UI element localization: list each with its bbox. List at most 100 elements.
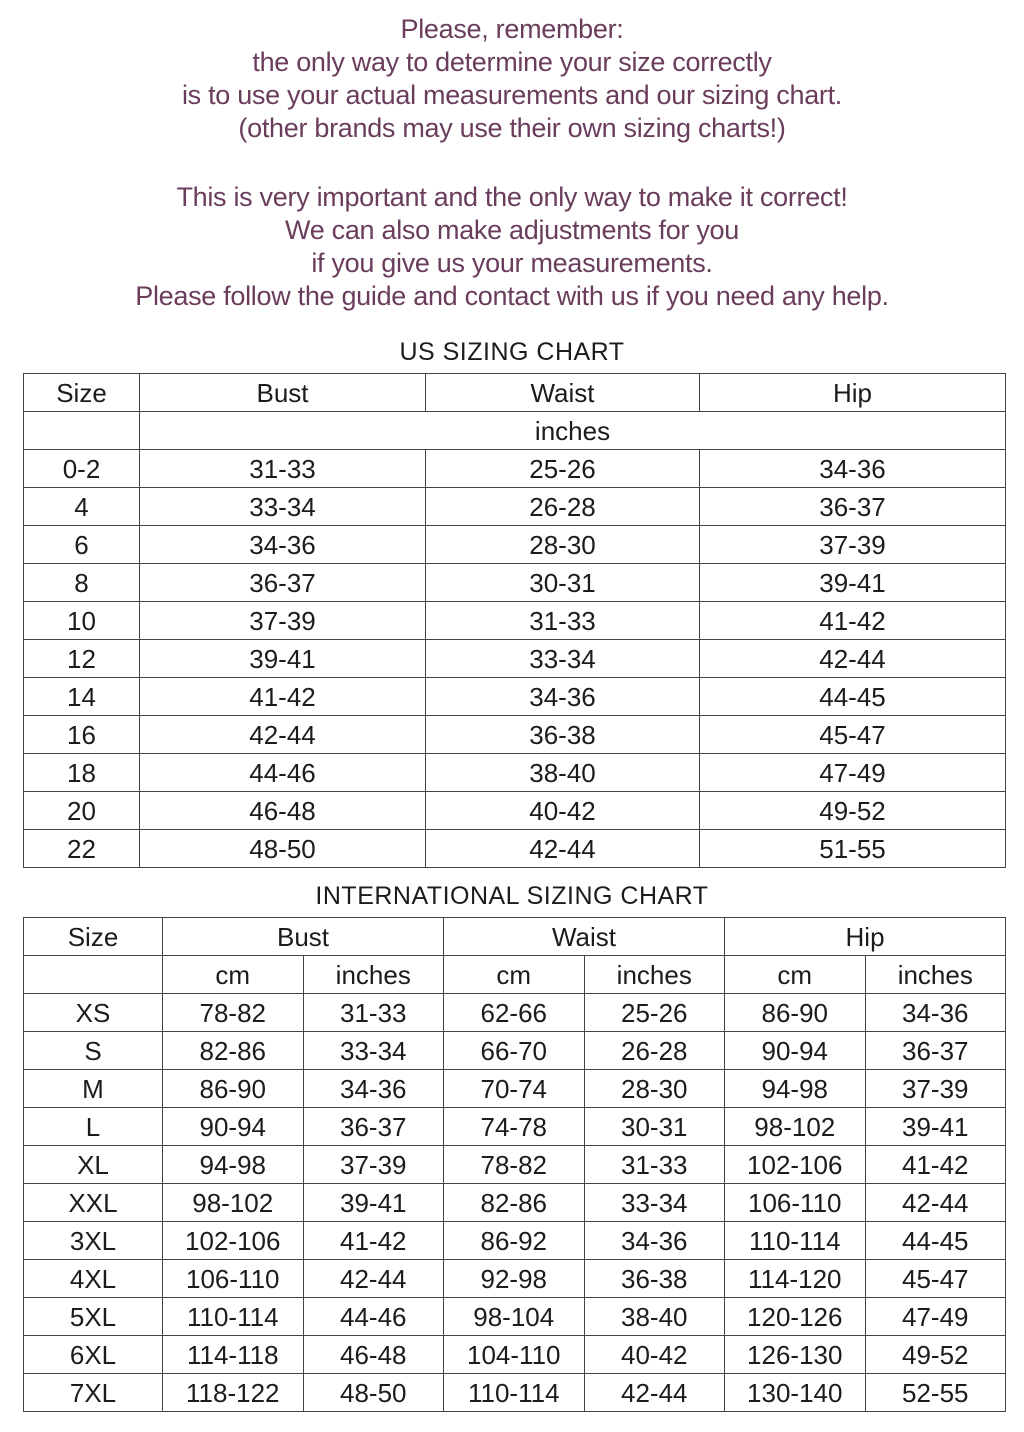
- size-cell: 18: [23, 753, 140, 792]
- measurement-cell: 31-33: [425, 601, 700, 640]
- measurement-cell: 106-110: [724, 1183, 866, 1222]
- measurement-cell: 48-50: [139, 829, 426, 868]
- measurement-cell: 74-78: [443, 1107, 585, 1146]
- intro-line: if you give us your measurements.: [311, 248, 713, 278]
- measurement-cell: 82-86: [162, 1031, 304, 1070]
- table-row: 22 48-50 42-44 51-55: [23, 829, 1006, 868]
- measurement-cell: 102-106: [162, 1221, 304, 1260]
- measurement-cell: 38-40: [425, 753, 700, 792]
- unit-cell: inches: [139, 411, 1006, 450]
- header-row: Size Bust Waist Hip: [23, 917, 1007, 956]
- unit-row: cm inches cm inches cm inches: [23, 955, 1007, 994]
- measurement-cell: 40-42: [425, 791, 700, 830]
- unit-cell: inches: [302, 955, 444, 994]
- size-cell: 4: [23, 487, 140, 526]
- measurement-cell: 36-37: [302, 1107, 444, 1146]
- measurement-cell: 94-98: [724, 1069, 866, 1108]
- measurement-cell: 41-42: [139, 677, 426, 716]
- intro-line: We can also make adjustments for you: [285, 215, 739, 245]
- international-sizing-table: Size Bust Waist Hip cm inches cm inches …: [23, 917, 1007, 1412]
- table-row: 18 44-46 38-40 47-49: [23, 753, 1006, 792]
- size-cell: 7XL: [23, 1373, 163, 1412]
- measurement-cell: 37-39: [302, 1145, 444, 1184]
- measurement-cell: 26-28: [425, 487, 700, 526]
- measurement-cell: 52-55: [864, 1373, 1007, 1412]
- intro-line: the only way to determine your size corr…: [252, 47, 772, 77]
- intro-paragraph-2: This is very important and the only way …: [0, 181, 1024, 313]
- measurement-cell: 114-120: [724, 1259, 866, 1298]
- table-row: XS 78-82 31-33 62-66 25-26 86-90 34-36: [23, 993, 1007, 1032]
- intro-line: Please, remember:: [400, 14, 624, 44]
- table-row: XL 94-98 37-39 78-82 31-33 102-106 41-42: [23, 1145, 1007, 1184]
- measurement-cell: 70-74: [443, 1069, 585, 1108]
- column-header-bust: Bust: [139, 373, 426, 412]
- measurement-cell: 49-52: [699, 791, 1006, 830]
- measurement-cell: 104-110: [443, 1335, 585, 1374]
- measurement-cell: 44-46: [139, 753, 426, 792]
- size-cell: 4XL: [23, 1259, 163, 1298]
- size-cell: M: [23, 1069, 163, 1108]
- measurement-cell: 36-37: [864, 1031, 1007, 1070]
- size-cell: XS: [23, 993, 163, 1032]
- measurement-cell: 34-36: [302, 1069, 444, 1108]
- measurement-cell: 86-90: [162, 1069, 304, 1108]
- measurement-cell: 39-41: [302, 1183, 444, 1222]
- measurement-cell: 92-98: [443, 1259, 585, 1298]
- measurement-cell: 110-114: [443, 1373, 585, 1412]
- measurement-cell: 45-47: [864, 1259, 1007, 1298]
- column-header-bust: Bust: [162, 917, 444, 956]
- size-cell: 12: [23, 639, 140, 678]
- size-cell: 6XL: [23, 1335, 163, 1374]
- size-cell: L: [23, 1107, 163, 1146]
- measurement-cell: 26-28: [583, 1031, 726, 1070]
- measurement-cell: 82-86: [443, 1183, 585, 1222]
- measurement-cell: 36-38: [425, 715, 700, 754]
- empty-cell: [23, 411, 140, 450]
- measurement-cell: 78-82: [443, 1145, 585, 1184]
- table-row: 3XL 102-106 41-42 86-92 34-36 110-114 44-45: [23, 1221, 1007, 1260]
- table-row: L 90-94 36-37 74-78 30-31 98-102 39-41: [23, 1107, 1007, 1146]
- measurement-cell: 62-66: [443, 993, 585, 1032]
- measurement-cell: 37-39: [699, 525, 1006, 564]
- measurement-cell: 110-114: [724, 1221, 866, 1260]
- column-header-hip: Hip: [724, 917, 1007, 956]
- measurement-cell: 39-41: [864, 1107, 1007, 1146]
- measurement-cell: 37-39: [864, 1069, 1007, 1108]
- measurement-cell: 120-126: [724, 1297, 866, 1336]
- unit-cell: cm: [162, 955, 304, 994]
- table-row: 16 42-44 36-38 45-47: [23, 715, 1006, 754]
- measurement-cell: 30-31: [425, 563, 700, 602]
- measurement-cell: 44-45: [864, 1221, 1007, 1260]
- measurement-cell: 33-34: [583, 1183, 726, 1222]
- table-row: 4XL 106-110 42-44 92-98 36-38 114-120 45-47: [23, 1259, 1007, 1298]
- measurement-cell: 49-52: [864, 1335, 1007, 1374]
- table-row: 14 41-42 34-36 44-45: [23, 677, 1006, 716]
- table-row: XXL 98-102 39-41 82-86 33-34 106-110 42-44: [23, 1183, 1007, 1222]
- measurement-cell: 78-82: [162, 993, 304, 1032]
- unit-cell: inches: [583, 955, 726, 994]
- measurement-cell: 47-49: [864, 1297, 1007, 1336]
- measurement-cell: 42-44: [139, 715, 426, 754]
- size-cell: 5XL: [23, 1297, 163, 1336]
- measurement-cell: 45-47: [699, 715, 1006, 754]
- measurement-cell: 34-36: [864, 993, 1007, 1032]
- measurement-cell: 25-26: [425, 449, 700, 488]
- measurement-cell: 118-122: [162, 1373, 304, 1412]
- intro-text: Please, remember: the only way to determ…: [0, 0, 1024, 313]
- measurement-cell: 34-36: [699, 449, 1006, 488]
- measurement-cell: 90-94: [724, 1031, 866, 1070]
- measurement-cell: 98-102: [724, 1107, 866, 1146]
- measurement-cell: 106-110: [162, 1259, 304, 1298]
- measurement-cell: 44-45: [699, 677, 1006, 716]
- measurement-cell: 114-118: [162, 1335, 304, 1374]
- measurement-cell: 48-50: [302, 1373, 444, 1412]
- measurement-cell: 42-44: [864, 1183, 1007, 1222]
- size-cell: 6: [23, 525, 140, 564]
- unit-cell: cm: [443, 955, 585, 994]
- intro-line: This is very important and the only way …: [176, 182, 848, 212]
- column-header-hip: Hip: [699, 373, 1006, 412]
- measurement-cell: 33-34: [139, 487, 426, 526]
- table-row: 12 39-41 33-34 42-44: [23, 639, 1006, 678]
- measurement-cell: 40-42: [583, 1335, 726, 1374]
- measurement-cell: 46-48: [302, 1335, 444, 1374]
